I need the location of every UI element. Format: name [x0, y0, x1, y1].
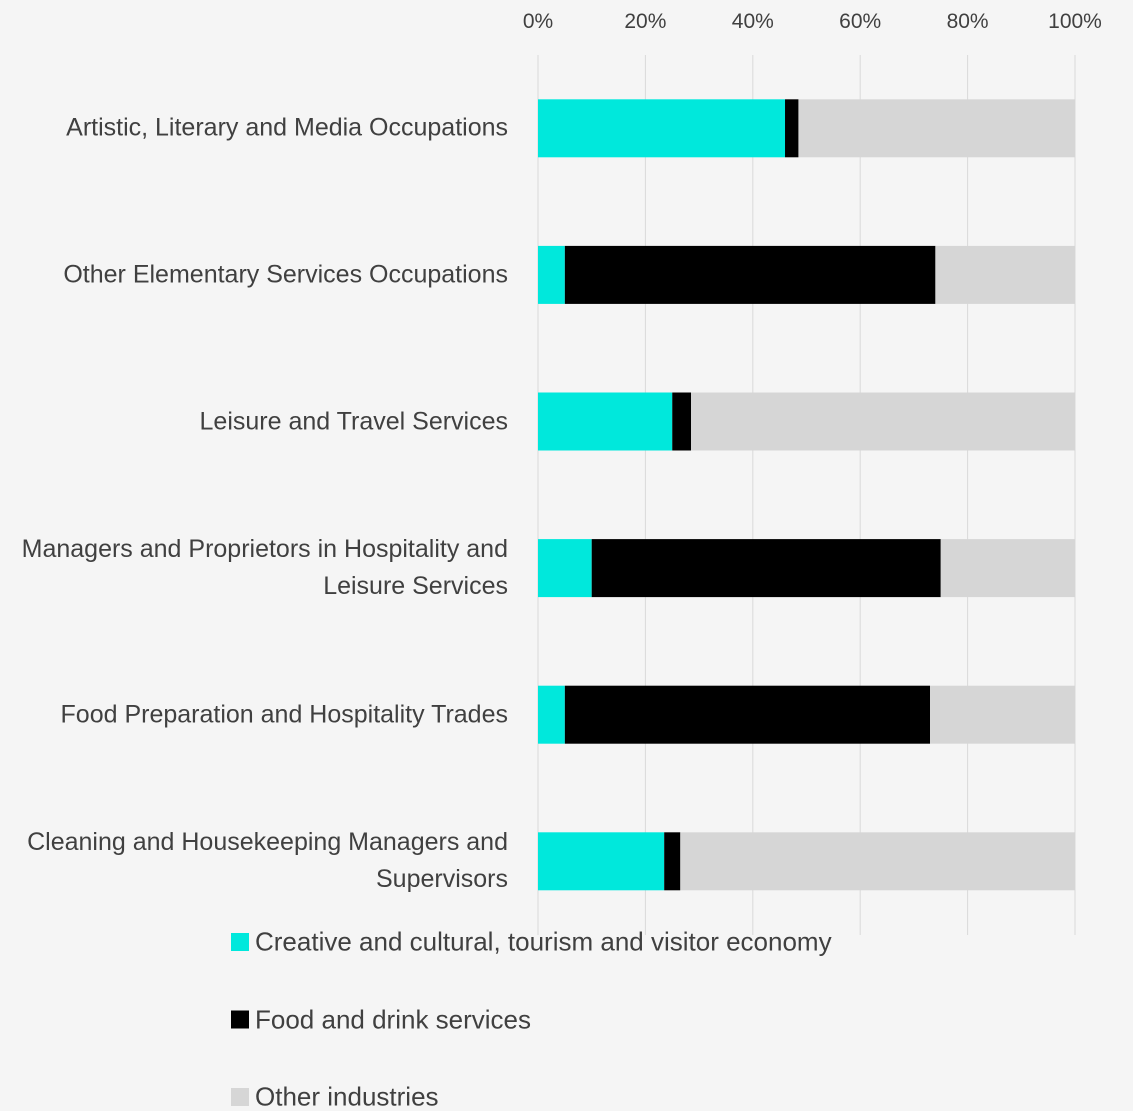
bar-segment [538, 539, 592, 598]
bar-segment [591, 539, 941, 598]
bar-segment [564, 685, 931, 744]
category-label: Food Preparation and Hospitality Trades [60, 700, 508, 729]
bar-segment [538, 99, 786, 158]
category-label: Managers and Proprietors in Hospitality … [21, 535, 508, 601]
category-label: Artistic, Literary and Media Occupations [66, 113, 508, 142]
legend-swatch [231, 1010, 249, 1029]
category-label: Other Elementary Services Occupations [63, 260, 508, 289]
x-tick-label: 20% [624, 10, 667, 33]
bar-segment [672, 392, 692, 451]
bar-segment [935, 245, 1075, 304]
legend-label: Creative and cultural, tourism and visit… [255, 926, 832, 957]
bar-segment [564, 245, 936, 304]
bar-segment [691, 392, 1075, 451]
bar-segment [538, 245, 565, 304]
bar-segment [930, 685, 1075, 744]
bar-segment [680, 832, 1075, 891]
legend-label: Food and drink services [255, 1004, 532, 1034]
bar-segment [664, 832, 681, 891]
bar-segment [940, 539, 1075, 598]
x-tick-label: 0% [522, 10, 554, 33]
x-tick-label: 40% [731, 10, 774, 33]
legend-label: Other industries [255, 1081, 439, 1111]
x-tick-label: 100% [1048, 10, 1102, 33]
bar-segment [538, 832, 665, 891]
bar-segment [798, 99, 1075, 158]
x-tick-label: 80% [946, 10, 989, 33]
legend-swatch [231, 933, 249, 951]
x-tick-label: 60% [839, 10, 882, 33]
category-label: Cleaning and Housekeeping Managers and S… [27, 828, 508, 894]
category-label: Leisure and Travel Services [199, 407, 508, 435]
bar-segment [538, 685, 565, 744]
legend-swatch [231, 1088, 249, 1106]
bar-segment [785, 99, 799, 158]
bar-segment [538, 392, 673, 451]
